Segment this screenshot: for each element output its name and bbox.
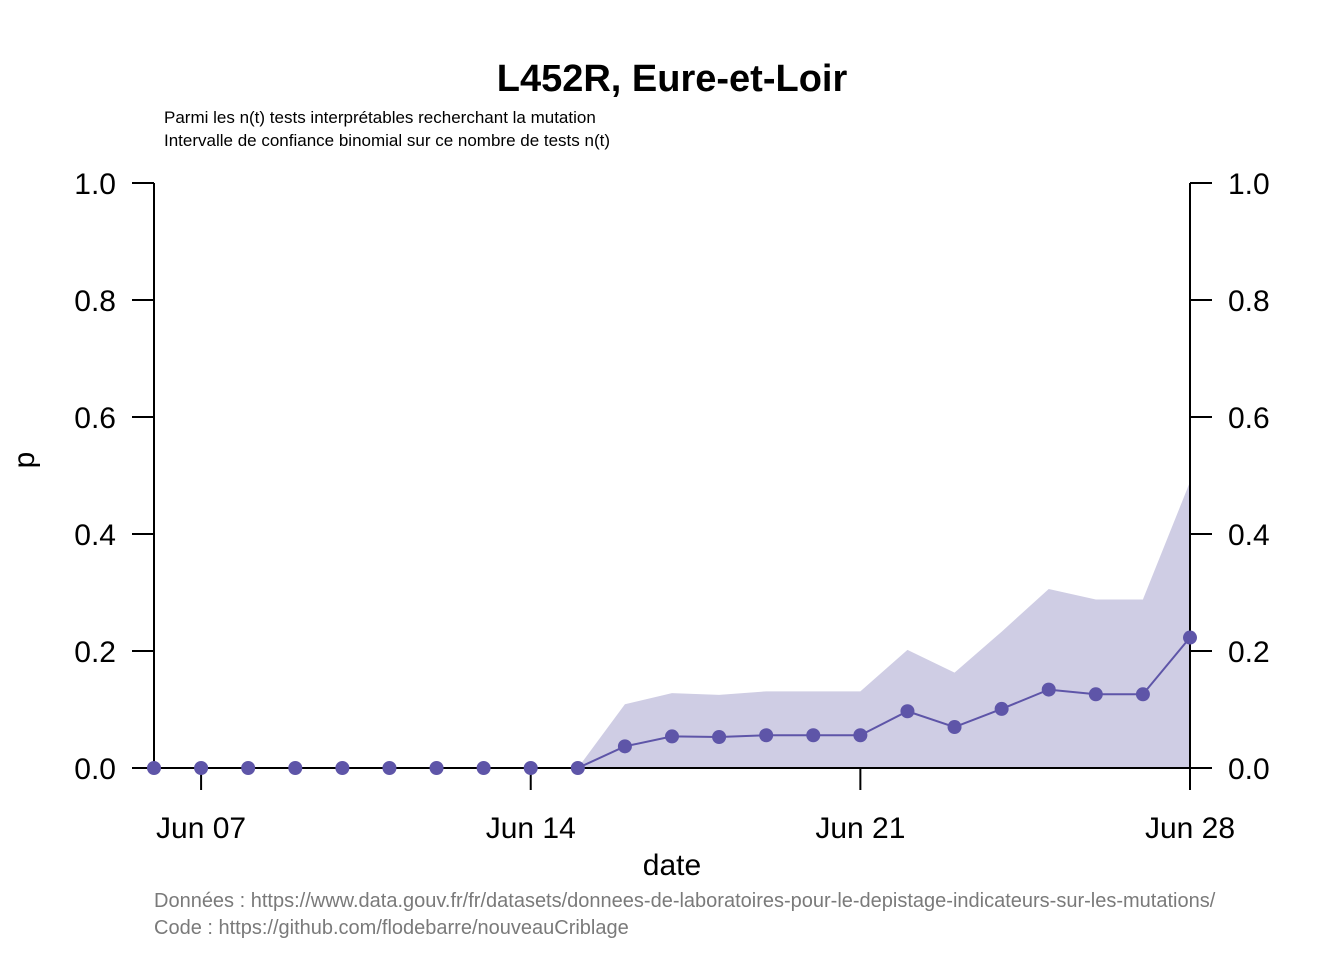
data-point bbox=[382, 761, 397, 775]
data-point bbox=[994, 701, 1009, 716]
chart-title: L452R, Eure-et-Loir bbox=[497, 58, 848, 100]
x-tick-label: Jun 28 bbox=[1145, 812, 1235, 845]
y-tick-label-left: 0.6 bbox=[74, 402, 116, 435]
data-point bbox=[900, 704, 915, 719]
axes: 0.0 0.0 0.2 0.2 0.4 0.4 0.6 0.6 0.8 0.8 1.0 1.0 Jun … bbox=[74, 168, 1269, 845]
data-source-caption: Données : https://www.data.gouv.fr/fr/da… bbox=[154, 890, 1216, 912]
x-tick-label: Jun 07 bbox=[156, 812, 246, 845]
y-tick-label-right: 0.2 bbox=[1228, 636, 1270, 669]
data-point bbox=[523, 761, 538, 775]
y-tick-label-right: 0.0 bbox=[1228, 753, 1270, 786]
data-point bbox=[429, 761, 444, 775]
series-points-layer bbox=[147, 630, 1197, 775]
x-axis-label: date bbox=[643, 849, 701, 882]
y-tick-label-left: 1.0 bbox=[74, 168, 116, 201]
confidence-band bbox=[154, 481, 1190, 768]
data-point bbox=[617, 739, 632, 754]
data-point bbox=[712, 729, 727, 744]
data-point bbox=[335, 761, 350, 775]
y-tick-label-left: 0.4 bbox=[74, 519, 116, 552]
y-tick-label-right: 0.8 bbox=[1228, 285, 1270, 318]
confidence-band-layer bbox=[154, 481, 1190, 768]
y-tick-label-right: 0.4 bbox=[1228, 519, 1270, 552]
data-point bbox=[806, 728, 821, 743]
data-point bbox=[476, 761, 491, 775]
y-tick-label-left: 0.8 bbox=[74, 285, 116, 318]
data-point bbox=[947, 720, 962, 735]
data-point bbox=[1041, 682, 1056, 697]
x-tick-label: Jun 14 bbox=[486, 812, 576, 845]
data-point bbox=[1183, 630, 1197, 645]
data-point bbox=[194, 761, 209, 775]
y-tick-label-right: 0.6 bbox=[1228, 402, 1270, 435]
data-point bbox=[288, 761, 303, 775]
chart-subtitle-line-1: Parmi les n(t) tests interprétables rech… bbox=[164, 108, 596, 127]
data-point bbox=[665, 729, 679, 744]
y-tick-label-right: 1.0 bbox=[1228, 168, 1270, 201]
data-point bbox=[1135, 687, 1150, 702]
code-source-caption: Code : https://github.com/flodebarre/nou… bbox=[154, 917, 629, 939]
data-point bbox=[1088, 687, 1103, 702]
data-point bbox=[570, 761, 585, 775]
x-tick-label: Jun 21 bbox=[815, 812, 905, 845]
y-tick-label-left: 0.0 bbox=[74, 753, 116, 786]
chart-subtitle-line-2: Intervalle de confiance binomial sur ce … bbox=[164, 131, 610, 150]
data-point bbox=[147, 761, 161, 775]
y-tick-label-left: 0.2 bbox=[74, 636, 116, 669]
data-point bbox=[853, 728, 868, 743]
data-point bbox=[759, 728, 774, 743]
data-point bbox=[241, 761, 256, 775]
y-axis-label: p bbox=[8, 452, 41, 469]
